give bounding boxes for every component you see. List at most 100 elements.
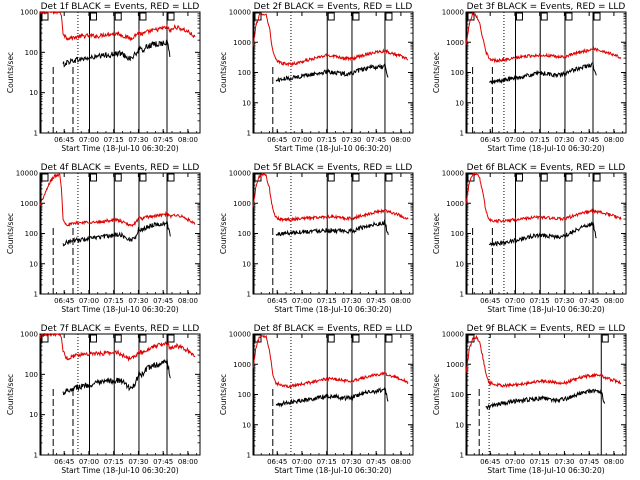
- x-axis-label: Start Time (18-Jul-10 06:30:20): [274, 305, 391, 314]
- x-tick-label: 06:45: [54, 136, 74, 144]
- detector-panel-1: Det 1f BLACK = Events, RED = LLD 1 10 100 10…: [6, 2, 201, 153]
- y-tick-label: 10000: [442, 331, 464, 339]
- detector-panel-3: Det 3f BLACK = Events, RED = LLD 1 10 100 10…: [432, 2, 627, 153]
- x-tick-label: 07:00: [505, 297, 525, 305]
- events-series-line: [62, 39, 171, 68]
- lld-series-line: [465, 12, 622, 64]
- x-tick-label: 08:00: [178, 458, 198, 466]
- x-axis-label: Start Time (18-Jul-10 06:30:20): [274, 466, 391, 475]
- x-tick-label: 07:30: [341, 136, 361, 144]
- panel-title: Det 4f BLACK = Events, RED = LLD: [41, 163, 200, 173]
- y-tick-label: 1000: [20, 200, 38, 208]
- x-tick-label: 08:00: [604, 458, 624, 466]
- x-tick-label: 07:15: [104, 136, 124, 144]
- marker-flag: [352, 334, 360, 343]
- y-tick-label: 100: [451, 230, 464, 238]
- x-tick-label: 08:00: [391, 136, 411, 144]
- y-tick-label: 100: [25, 371, 38, 379]
- lld-series-line: [465, 171, 622, 224]
- y-tick-label: 10: [29, 89, 38, 97]
- y-tick-label: 100: [25, 49, 38, 57]
- panel-title: Det 7f BLACK = Events, RED = LLD: [41, 324, 200, 334]
- marker-flag: [89, 12, 97, 21]
- marker-flag: [114, 173, 122, 182]
- panel-title: Det 2f BLACK = Events, RED = LLD: [254, 2, 413, 12]
- x-tick-label: 07:45: [579, 297, 599, 305]
- marker-flag: [565, 173, 573, 182]
- x-tick-label: 08:00: [604, 136, 624, 144]
- x-tick-label: 07:00: [292, 297, 312, 305]
- marker-flag: [565, 12, 573, 21]
- panel-title: Det 8f BLACK = Events, RED = LLD: [254, 324, 413, 334]
- x-tick-label: 06:45: [480, 458, 500, 466]
- x-tick-label: 07:30: [128, 297, 148, 305]
- detector-panel-6: Det 6f BLACK = Events, RED = LLD 1 10 100 10…: [432, 163, 627, 314]
- events-series-line: [62, 358, 171, 396]
- x-tick-label: 07:45: [366, 297, 386, 305]
- y-tick-label: 1000: [233, 200, 251, 208]
- plot-frame: [39, 333, 201, 456]
- marker-flag: [385, 334, 393, 343]
- y-tick-label: 10: [242, 260, 251, 268]
- x-tick-label: 07:15: [530, 297, 550, 305]
- marker-flag: [352, 12, 360, 21]
- y-tick-label: 100: [25, 230, 38, 238]
- x-tick-label: 07:00: [292, 136, 312, 144]
- marker-flag: [89, 334, 97, 343]
- x-tick-label: 07:00: [505, 136, 525, 144]
- x-tick-label: 07:00: [292, 458, 312, 466]
- y-axis-label: Counts/sec: [6, 374, 15, 415]
- marker-flag: [467, 173, 475, 182]
- marker-flag: [41, 173, 49, 182]
- marker-flag: [114, 334, 122, 343]
- y-tick-label: 10000: [442, 170, 464, 178]
- x-tick-label: 07:15: [530, 458, 550, 466]
- x-tick-label: 07:00: [79, 136, 99, 144]
- x-tick-label: 06:45: [267, 297, 287, 305]
- lld-series-line: [39, 332, 196, 362]
- x-axis-label: Start Time (18-Jul-10 06:30:20): [61, 466, 178, 475]
- panel-title: Det 5f BLACK = Events, RED = LLD: [254, 163, 413, 173]
- x-tick-label: 07:00: [79, 297, 99, 305]
- x-tick-label: 08:00: [178, 297, 198, 305]
- y-tick-label: 10: [455, 99, 464, 107]
- y-tick-label: 1000: [20, 9, 38, 17]
- x-tick-label: 07:30: [341, 297, 361, 305]
- x-tick-label: 07:15: [104, 458, 124, 466]
- lld-series-line: [252, 12, 409, 67]
- events-series-line: [275, 386, 389, 408]
- x-tick-label: 07:15: [104, 297, 124, 305]
- x-tick-label: 06:45: [267, 458, 287, 466]
- y-tick-label: 1: [460, 130, 464, 138]
- events-series-line: [488, 62, 597, 85]
- marker-flag: [515, 12, 523, 21]
- events-series-line: [488, 220, 597, 247]
- plot-frame: [252, 172, 414, 295]
- x-axis-label: Start Time (18-Jul-10 06:30:20): [487, 144, 604, 153]
- marker-flag: [114, 12, 122, 21]
- marker-flag: [167, 173, 175, 182]
- marker-flag: [167, 12, 175, 21]
- marker-flag: [515, 173, 523, 182]
- marker-flag: [540, 173, 548, 182]
- plot-frame: [39, 11, 201, 134]
- y-tick-label: 10: [29, 260, 38, 268]
- y-tick-label: 10000: [229, 331, 251, 339]
- x-tick-label: 07:30: [554, 458, 574, 466]
- y-axis-label: Counts/sec: [432, 52, 441, 93]
- detector-panel-8: Det 8f BLACK = Events, RED = LLD 1 10 100 10…: [219, 324, 414, 475]
- x-tick-label: 06:45: [54, 458, 74, 466]
- marker-flag: [467, 12, 475, 21]
- lld-series-line: [252, 334, 409, 389]
- y-tick-label: 100: [238, 391, 251, 399]
- detector-panel-5: Det 5f BLACK = Events, RED = LLD 1 10 100 10…: [219, 163, 414, 314]
- panel-title: Det 3f BLACK = Events, RED = LLD: [467, 2, 626, 12]
- marker-flag: [89, 173, 97, 182]
- y-tick-label: 1000: [446, 361, 464, 369]
- x-tick-label: 07:15: [317, 136, 337, 144]
- x-tick-label: 07:45: [579, 458, 599, 466]
- detector-panel-9: Det 9f BLACK = Events, RED = LLD 1 10 100 10…: [432, 324, 627, 475]
- x-tick-label: 06:45: [54, 297, 74, 305]
- x-tick-label: 07:15: [317, 458, 337, 466]
- x-tick-label: 07:45: [153, 136, 173, 144]
